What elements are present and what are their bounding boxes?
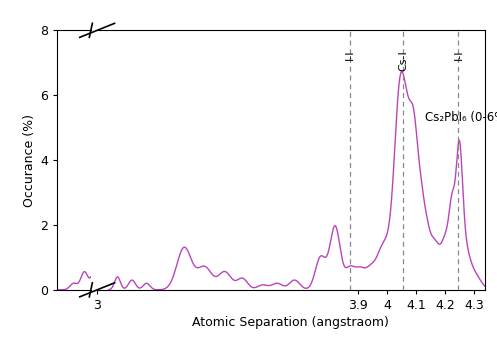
Text: Cs-I: Cs-I xyxy=(398,50,409,70)
Text: I-I: I-I xyxy=(453,50,464,60)
Y-axis label: Occurance (%): Occurance (%) xyxy=(23,114,36,207)
Text: I-I: I-I xyxy=(344,50,355,60)
Text: Cs₂PbI₆ (0-6%Br): Cs₂PbI₆ (0-6%Br) xyxy=(425,112,497,124)
X-axis label: Atomic Separation (angstraom): Atomic Separation (angstraom) xyxy=(192,316,389,329)
Text: Pb-I: Pb-I xyxy=(100,50,110,71)
